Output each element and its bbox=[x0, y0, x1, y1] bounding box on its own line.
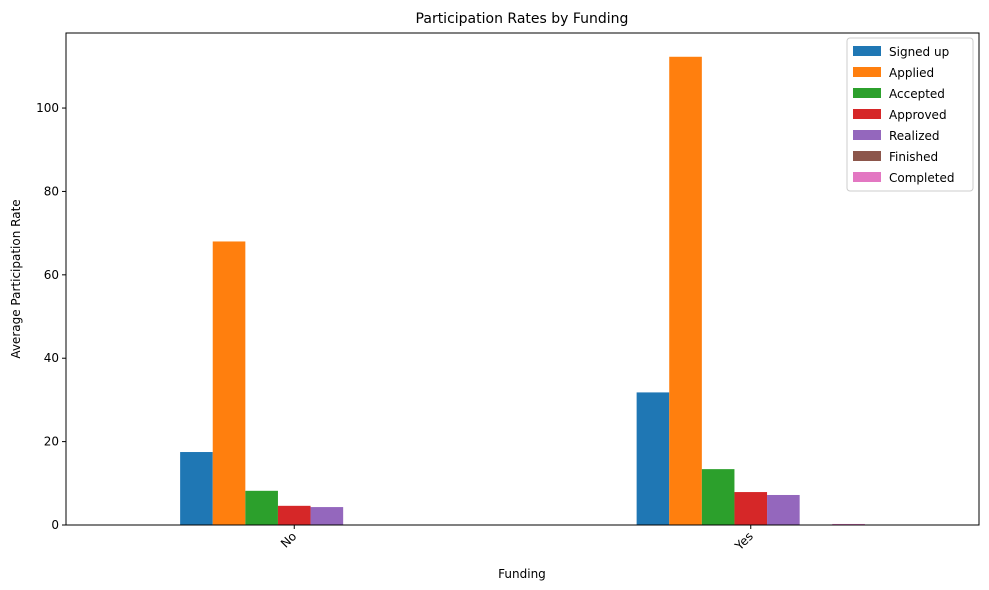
bar-accepted-no bbox=[245, 490, 278, 525]
bars-layer bbox=[180, 56, 865, 526]
x-axis-label: Funding bbox=[498, 567, 546, 581]
legend-swatch bbox=[853, 67, 881, 77]
legend-label: Applied bbox=[889, 66, 934, 80]
y-tick-label: 0 bbox=[51, 518, 59, 532]
x-tick-label: Yes bbox=[732, 529, 756, 553]
bar-completed-yes bbox=[832, 523, 865, 525]
bar-applied-no bbox=[212, 241, 246, 525]
y-tick-label: 60 bbox=[44, 268, 59, 282]
legend-label: Finished bbox=[889, 150, 938, 164]
bar-signed-up-yes bbox=[636, 392, 670, 525]
y-axis: 0 20 40 60 80 100 bbox=[36, 101, 66, 532]
y-tick-label: 100 bbox=[36, 101, 59, 115]
legend-swatch bbox=[853, 151, 881, 161]
legend-label: Accepted bbox=[889, 87, 945, 101]
legend-label: Signed up bbox=[889, 45, 949, 59]
x-tick-label: No bbox=[278, 529, 299, 550]
plot-frame bbox=[65, 32, 980, 526]
legend-swatch bbox=[853, 130, 881, 140]
legend-swatch bbox=[853, 46, 881, 56]
bar-approved-yes bbox=[734, 492, 768, 525]
bar-approved-no bbox=[277, 505, 311, 525]
legend-label: Approved bbox=[889, 108, 947, 122]
legend-swatch bbox=[853, 172, 881, 182]
x-axis: No Yes bbox=[278, 525, 756, 554]
legend-swatch bbox=[853, 88, 881, 98]
legend: Signed up Applied Accepted Approved Realized… bbox=[846, 37, 974, 192]
legend-label: Completed bbox=[889, 171, 954, 185]
y-tick-label: 20 bbox=[44, 435, 59, 449]
chart-title: Participation Rates by Funding bbox=[416, 11, 629, 27]
y-tick-label: 40 bbox=[44, 351, 59, 365]
legend-swatch bbox=[853, 109, 881, 119]
y-tick-label: 80 bbox=[44, 184, 59, 198]
bar-applied-yes bbox=[669, 56, 702, 526]
bar-realized-no bbox=[310, 507, 344, 525]
bar-realized-yes bbox=[767, 494, 800, 525]
bar-signed-up-no bbox=[180, 452, 213, 525]
y-axis-label: Average Participation Rate bbox=[9, 199, 23, 358]
bar-accepted-yes bbox=[701, 469, 735, 525]
legend-label: Realized bbox=[889, 129, 940, 143]
